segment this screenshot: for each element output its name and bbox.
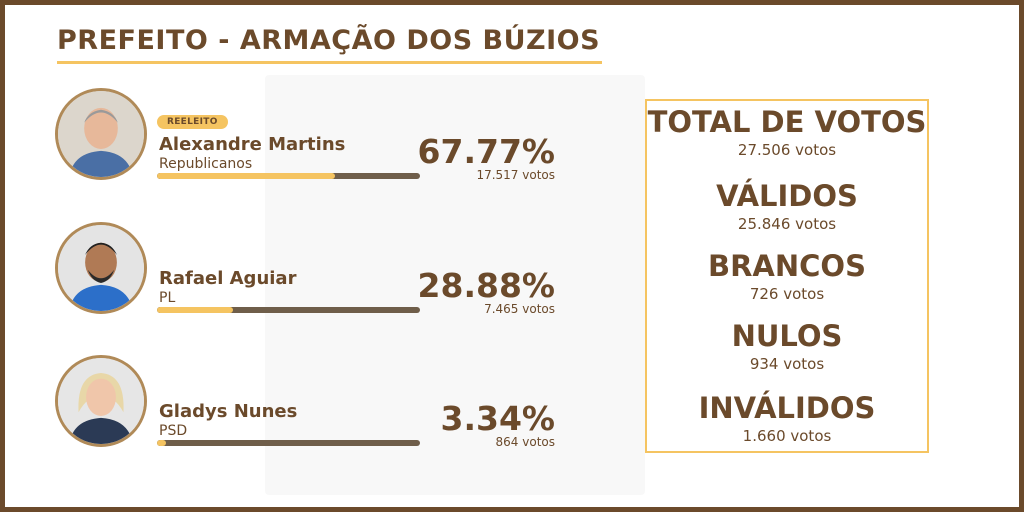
stat-invalid: INVÁLIDOS 1.660 votos	[647, 391, 927, 445]
stat-label: BRANCOS	[708, 249, 866, 283]
stat-valid: VÁLIDOS 25.846 votos	[647, 179, 927, 233]
vote-count: 17.517 votos	[476, 168, 555, 182]
candidate-photo	[55, 355, 147, 447]
candidate-name: Rafael Aguiar	[159, 268, 297, 289]
vote-share-bar	[157, 440, 420, 446]
vote-percent: 67.77%	[417, 132, 555, 171]
vote-percent: 3.34%	[440, 399, 556, 438]
results-card: PREFEITO - ARMAÇÃO DOS BÚZIOS REELEITO A…	[5, 5, 1019, 507]
candidate-party: PL	[159, 290, 176, 306]
vote-count: 7.465 votos	[484, 302, 555, 316]
candidate-row: REELEITO Alexandre Martins Republicanos …	[55, 88, 555, 188]
candidate-row: Rafael Aguiar PL 28.88% 7.465 votos	[55, 222, 555, 322]
stat-label: INVÁLIDOS	[698, 391, 876, 425]
reelected-badge: REELEITO	[157, 115, 228, 129]
vote-percent: 28.88%	[417, 266, 555, 305]
stat-value: 25.846 votos	[737, 215, 837, 233]
candidate-row: Gladys Nunes PSD 3.34% 864 votos	[55, 355, 555, 455]
candidate-party: Republicanos	[159, 156, 253, 172]
vote-share-fill	[157, 440, 166, 446]
page-title: PREFEITO - ARMAÇÃO DOS BÚZIOS	[57, 25, 601, 56]
vote-count: 864 votos	[495, 435, 555, 449]
candidate-photo	[55, 222, 147, 314]
stat-null: NULOS 934 votos	[647, 319, 927, 373]
stat-value: 934 votos	[749, 355, 825, 373]
background-image	[265, 75, 645, 495]
vote-share-fill	[157, 307, 233, 313]
stat-label: TOTAL DE VOTOS	[647, 105, 927, 139]
candidate-name: Gladys Nunes	[159, 401, 298, 422]
stat-value: 27.506 votos	[737, 141, 837, 159]
person-icon	[58, 358, 144, 444]
stat-label: NULOS	[731, 319, 843, 353]
stat-value: 726 votos	[749, 285, 825, 303]
title-underline	[57, 61, 602, 64]
stat-total: TOTAL DE VOTOS 27.506 votos	[647, 105, 927, 159]
vote-share-bar	[157, 307, 420, 313]
vote-share-fill	[157, 173, 336, 179]
person-icon	[58, 91, 144, 177]
candidate-party: PSD	[159, 423, 188, 439]
totals-panel: TOTAL DE VOTOS 27.506 votos VÁLIDOS 25.8…	[645, 99, 929, 453]
stat-blank: BRANCOS 726 votos	[647, 249, 927, 303]
candidate-name: Alexandre Martins	[159, 134, 346, 155]
person-icon	[58, 225, 144, 311]
candidate-photo	[55, 88, 147, 180]
stat-label: VÁLIDOS	[716, 179, 858, 213]
stat-value: 1.660 votos	[742, 427, 832, 445]
vote-share-bar	[157, 173, 420, 179]
